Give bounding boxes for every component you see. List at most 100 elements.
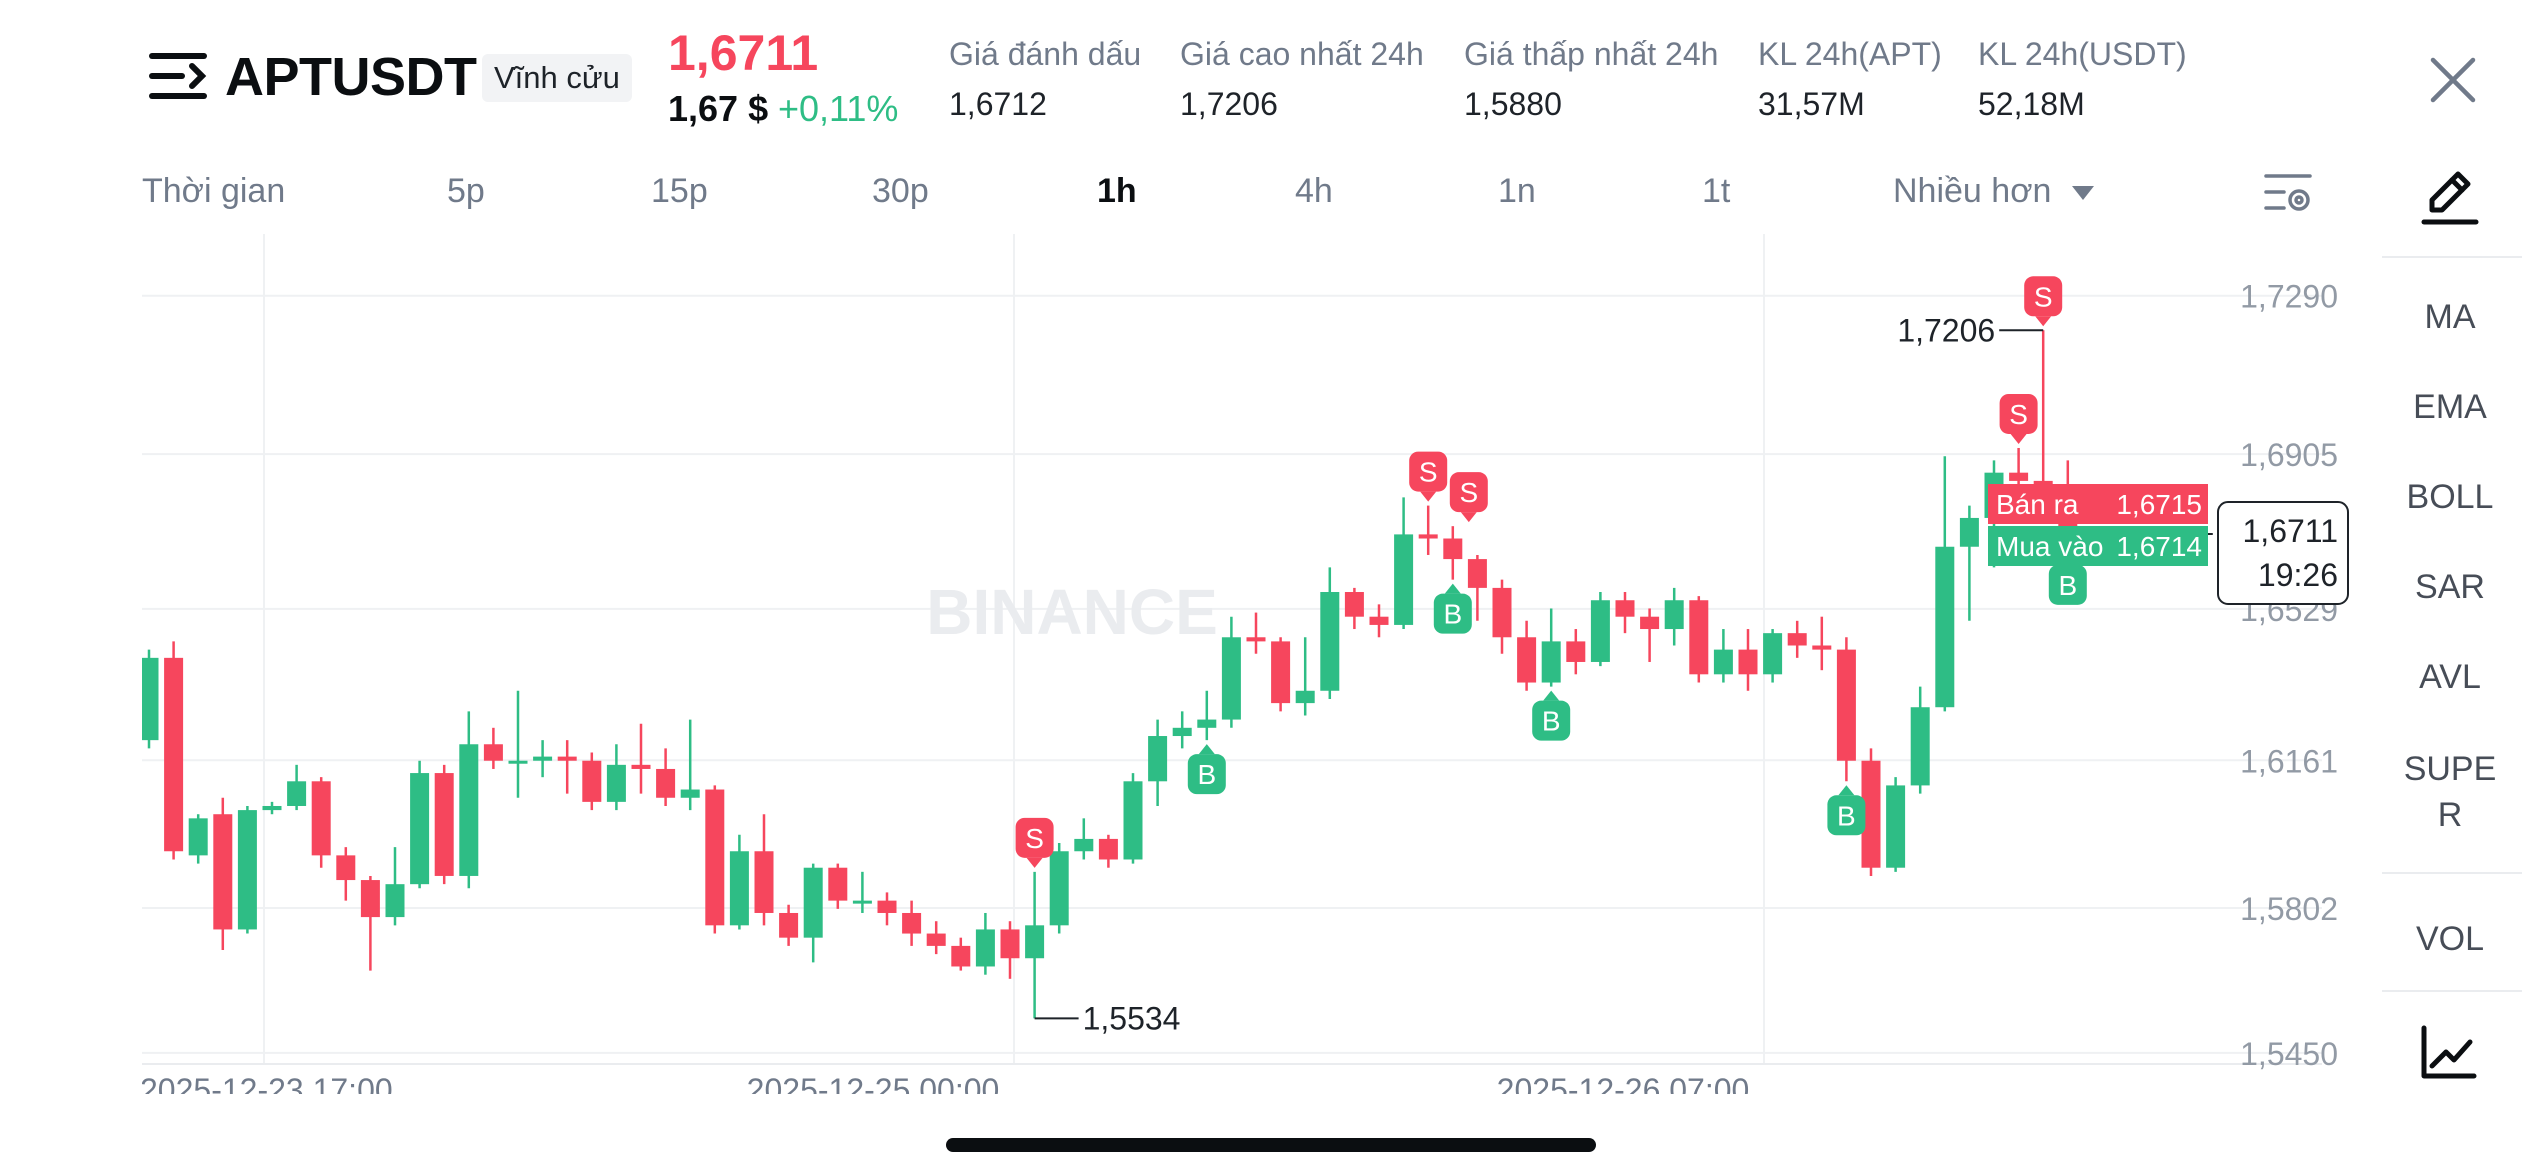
candle-body [1123, 781, 1143, 860]
buy-price: 1,6714 [2116, 531, 2202, 562]
candle-body [311, 781, 331, 856]
svg-text:S: S [2034, 281, 2053, 312]
contract-type-badge: Vĩnh cửu [482, 54, 632, 102]
candle-body [1492, 587, 1512, 638]
candle-body [1098, 838, 1118, 860]
candle-body [262, 805, 282, 811]
svg-text:B: B [1443, 599, 1462, 630]
candle-body [1221, 637, 1241, 720]
indicator-ema[interactable]: EMA [2413, 388, 2487, 426]
tab-30p[interactable]: 30p [872, 172, 929, 210]
tab-5p[interactable]: 5p [447, 172, 485, 210]
volume-usdt-label: KL 24h(USDT) [1978, 36, 2187, 72]
tab-1t[interactable]: 1t [1702, 172, 1731, 210]
svg-text:B: B [1837, 800, 1856, 831]
indicator-sar[interactable]: SAR [2415, 568, 2485, 606]
candle-body [385, 884, 405, 918]
candle-body [1295, 690, 1315, 704]
candle-body [1394, 534, 1414, 625]
sell-price-tag [1988, 484, 2208, 524]
chart-settings-icon[interactable] [2262, 168, 2314, 216]
line-chart-icon[interactable] [2420, 1024, 2478, 1080]
candle-body [164, 657, 184, 852]
current-price-box [2217, 501, 2349, 605]
svg-text:S: S [1025, 823, 1044, 854]
indicator-vol[interactable]: VOL [2415, 920, 2485, 958]
candle-body [1541, 641, 1561, 683]
symbol-title[interactable]: APTUSDT [225, 47, 477, 107]
indicator-ma[interactable]: MA [2424, 298, 2476, 336]
menu-arrow-icon[interactable] [148, 48, 208, 104]
candle-body [1000, 929, 1020, 959]
candle-body [410, 773, 430, 885]
candle-body [926, 933, 946, 946]
candle-body [508, 760, 528, 764]
candle-body [1713, 649, 1733, 675]
high-24h-value: 1,7206 [1180, 86, 1278, 122]
low-24h-value: 1,5880 [1464, 86, 1562, 122]
candle-body [188, 818, 208, 856]
candle-body [1861, 760, 1881, 868]
sell-marker: S [2024, 276, 2063, 327]
current-price-label: 1,6711 [2243, 513, 2339, 549]
candle-body [1271, 641, 1291, 704]
candle-body [142, 657, 159, 741]
candle-body [631, 764, 651, 769]
timeframe-label: Thời gian [142, 172, 286, 210]
indicator-boll[interactable]: BOLL [2406, 478, 2494, 516]
caret-down-icon[interactable] [2072, 186, 2094, 200]
low-24h-label: Giá thấp nhất 24h [1464, 36, 1719, 72]
more-timeframes-button[interactable]: Nhiều hơn [1893, 172, 2052, 210]
candlestick-chart[interactable]: BINANCE1,72901,69051,65291,61611,58021,5… [142, 234, 2358, 1094]
candle-body [1566, 641, 1586, 662]
candle-body [1590, 600, 1610, 662]
indicator-avl[interactable]: AVL [2419, 658, 2481, 696]
usd-price: 1,67 $ [668, 88, 769, 129]
y-tick-label: 1,6161 [2240, 743, 2338, 779]
svg-text:B: B [1197, 759, 1216, 790]
tab-1n[interactable]: 1n [1498, 172, 1536, 210]
tab-1h[interactable]: 1h [1097, 172, 1137, 210]
x-tick-label: 2025-12-23 17:00 [142, 1072, 393, 1094]
candle-body [1787, 633, 1807, 646]
candle-body [360, 880, 380, 918]
candle-body [902, 912, 922, 934]
candle-body [803, 867, 823, 938]
candle-body [1074, 838, 1094, 852]
candle-body [951, 945, 971, 967]
candle-body [1886, 785, 1906, 868]
candle-body [1517, 637, 1537, 683]
svg-text:S: S [1459, 477, 1478, 508]
close-icon[interactable] [2425, 52, 2481, 108]
candle-body [2009, 472, 2029, 481]
mark-price-label: Giá đánh dấu [949, 36, 1142, 72]
candle-body [1320, 592, 1340, 691]
tab-15p[interactable]: 15p [651, 172, 708, 210]
buy-marker: B [1433, 583, 1472, 634]
pencil-draw-icon[interactable] [2420, 166, 2480, 228]
candle-body [1418, 534, 1438, 539]
svg-text:S: S [1419, 457, 1438, 488]
tab-4h[interactable]: 4h [1295, 172, 1333, 210]
price-change-percent: +0,11% [778, 88, 899, 129]
candle-body [582, 760, 602, 802]
sidebar-divider [2382, 872, 2522, 874]
buy-label: Mua vào [1996, 531, 2103, 562]
candle-body [1910, 707, 1930, 786]
high-price-label: 1,7206 [1897, 312, 1995, 348]
candle-body [1935, 546, 1955, 708]
candle-body [459, 744, 479, 876]
candle-body [1172, 727, 1192, 737]
candle-body [1197, 719, 1217, 728]
candle-body [754, 851, 774, 913]
candle-body [1467, 559, 1487, 588]
candle-body [287, 781, 307, 806]
candle-body [1640, 616, 1660, 630]
candle-body [1025, 925, 1045, 959]
watermark: BINANCE [926, 576, 1218, 648]
buy-marker: B [1187, 744, 1226, 795]
sell-label: Bán ra [1996, 489, 2079, 520]
indicator-super[interactable]: SUPER [2403, 750, 2497, 834]
candle-body [557, 756, 577, 761]
sidebar-divider [2382, 990, 2522, 992]
